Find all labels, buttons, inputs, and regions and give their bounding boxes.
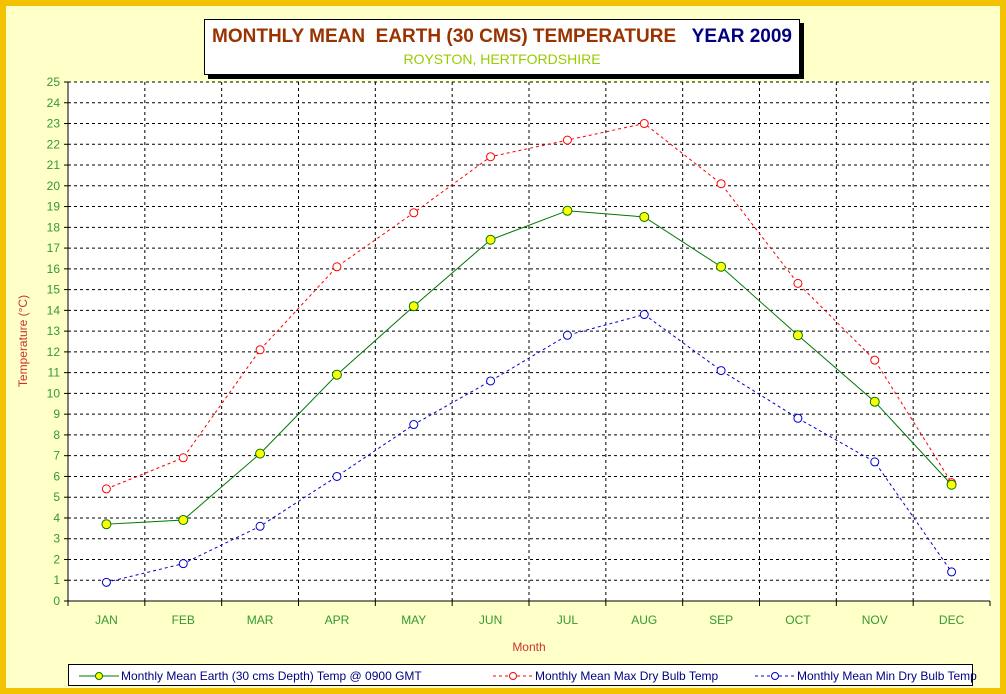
data-point <box>716 366 726 376</box>
data-point <box>947 567 957 577</box>
data-point <box>793 413 803 423</box>
legend-label-max: Monthly Mean Max Dry Bulb Temp <box>535 669 719 683</box>
data-series <box>101 119 957 587</box>
data-point <box>331 369 342 380</box>
data-point <box>101 484 111 494</box>
data-point <box>562 205 573 216</box>
y-tick-label: 19 <box>47 200 61 214</box>
series-line <box>106 313 952 583</box>
x-tick-label: MAY <box>401 613 426 627</box>
y-tick-label: 15 <box>47 283 61 297</box>
y-axis-title: Temperature (°C) <box>16 295 30 387</box>
y-tick-label: 9 <box>53 407 60 421</box>
x-tick-label: DEC <box>939 613 965 627</box>
data-point <box>178 515 189 526</box>
title-box: MONTHLY MEAN EARTH (30 CMS) TEMPERATURE … <box>204 19 800 75</box>
y-tick-label: 17 <box>47 241 61 255</box>
series-line <box>106 122 953 490</box>
x-tick-label: JUN <box>479 613 502 627</box>
x-axis-title: Month <box>512 640 545 654</box>
data-point <box>255 448 266 459</box>
data-point <box>332 471 342 481</box>
data-point <box>716 261 727 272</box>
x-tick-label: MAR <box>247 613 274 627</box>
title-year: YEAR 2009 <box>691 26 792 47</box>
series-2 <box>101 310 957 587</box>
x-tick-label: FEB <box>172 613 195 627</box>
data-point <box>485 234 496 245</box>
grid-lines <box>68 81 990 601</box>
data-point <box>408 301 419 312</box>
y-tick-label: 24 <box>47 96 61 110</box>
data-point <box>486 376 496 386</box>
y-tick-label: 16 <box>47 262 61 276</box>
data-point <box>178 559 188 569</box>
x-tick-label: JAN <box>95 613 118 627</box>
data-point <box>255 345 265 355</box>
y-tick-label: 20 <box>47 179 61 193</box>
data-point <box>870 355 880 365</box>
x-tick-label: APR <box>325 613 350 627</box>
y-tick-label: 3 <box>53 532 60 546</box>
y-tick-label: 6 <box>53 469 60 483</box>
y-tick-label: 22 <box>47 137 61 151</box>
legend-label-min: Monthly Mean Min Dry Bulb Temp <box>797 669 977 683</box>
y-tick-label: 14 <box>47 303 61 317</box>
data-point <box>409 208 419 218</box>
y-tick-label: 0 <box>53 594 60 608</box>
y-tick-label: 21 <box>47 158 61 172</box>
chart-legend: Monthly Mean Earth (30 cms Depth) Temp @… <box>68 664 977 686</box>
y-tick-label: 4 <box>53 511 60 525</box>
y-tick-label: 1 <box>53 573 60 587</box>
y-tick-label: 18 <box>47 220 61 234</box>
x-tick-label: NOV <box>862 613 888 627</box>
chart-title: MONTHLY MEAN EARTH (30 CMS) TEMPERATURE … <box>205 26 799 48</box>
y-tick-label: 13 <box>47 324 61 338</box>
data-point <box>178 453 188 463</box>
axes <box>64 81 991 606</box>
data-point <box>716 179 726 189</box>
data-point <box>101 519 112 530</box>
data-point <box>101 577 111 587</box>
data-point <box>639 310 649 320</box>
x-tick-labels: JAN FEB MAR APR MAY JUN JUL AUG SEP OCT NOV DEC <box>95 613 965 627</box>
chart-subtitle: ROYSTON, HERTFORDSHIRE <box>403 51 601 67</box>
y-tick-label: 2 <box>53 552 60 566</box>
y-tick-label: 11 <box>48 366 61 380</box>
x-tick-label: JUL <box>557 613 579 627</box>
data-point <box>946 479 957 490</box>
series-line <box>106 210 952 525</box>
y-tick-label: 8 <box>53 428 60 442</box>
y-tick-label: 23 <box>47 117 61 131</box>
data-point <box>639 211 650 222</box>
data-point <box>486 152 496 162</box>
x-tick-label: OCT <box>785 613 811 627</box>
data-point <box>869 396 880 407</box>
y-tick-label: 12 <box>47 345 61 359</box>
y-tick-labels: 0123456789101112131415161718192021222324… <box>47 75 61 608</box>
title-main: MONTHLY MEAN EARTH (30 CMS) TEMPERATURE <box>212 26 677 47</box>
data-point <box>332 262 342 272</box>
y-tick-label: 5 <box>53 490 60 504</box>
data-point <box>792 330 803 341</box>
data-point <box>793 278 803 288</box>
x-tick-label: AUG <box>631 613 657 627</box>
y-tick-label: 10 <box>47 386 61 400</box>
data-point <box>870 457 880 467</box>
y-tick-label: 7 <box>53 449 60 463</box>
series-0 <box>101 205 957 530</box>
y-tick-label: 25 <box>47 75 61 89</box>
data-point <box>562 330 572 340</box>
x-tick-label: SEP <box>709 613 733 627</box>
legend-label-earth: Monthly Mean Earth (30 cms Depth) Temp @… <box>121 669 422 683</box>
data-point <box>639 119 649 129</box>
data-point <box>409 420 419 430</box>
data-point <box>255 521 265 531</box>
data-point <box>562 135 572 145</box>
